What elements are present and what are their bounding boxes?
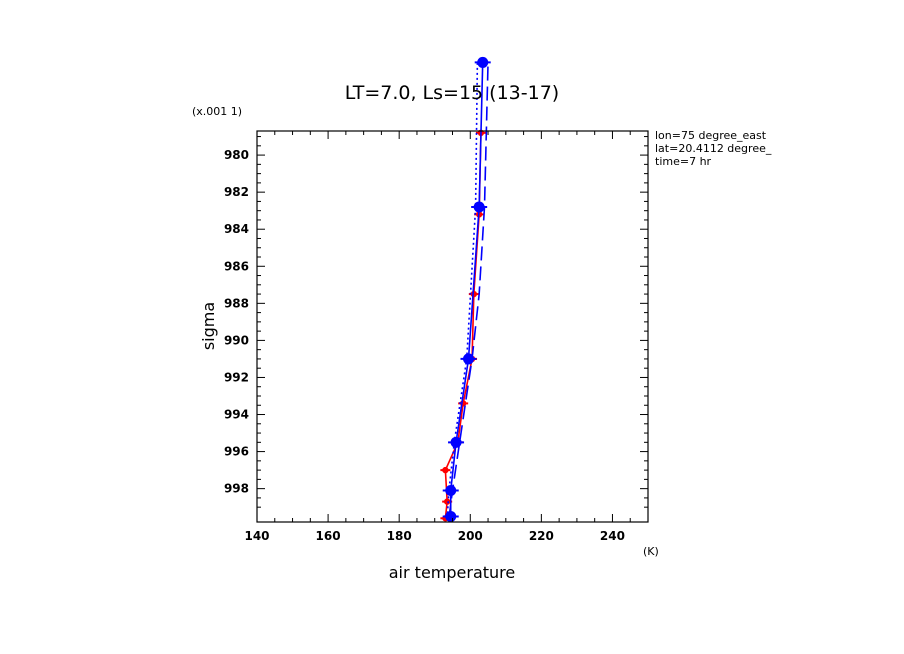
y-axis-label: sigma [199,302,218,350]
series-line-3 [446,62,479,519]
info-line-lon: lon=75 degree_east [655,129,767,142]
ticks-layer: 140 160 180 200 220 240 980 982 984 986 988 990 992 9… [224,131,649,543]
info-line-lat: lat=20.4112 degree_ [655,142,772,155]
y-tick-label: 984 [224,222,249,236]
y-tick-label: 992 [224,370,249,384]
x-tick-label: 180 [387,529,412,543]
y-tick-label: 994 [224,408,249,422]
x-tick-label: 160 [316,529,341,543]
x-tick-label: 200 [458,529,483,543]
y-tick-label: 998 [224,482,249,496]
y-tick-label: 986 [224,259,249,273]
series-line-2 [448,62,489,519]
y-tick-label: 980 [224,148,249,162]
y-scale-note: (x.001 1) [192,105,242,118]
y-tick-label: 990 [224,333,249,347]
y-tick-label: 982 [224,185,249,199]
x-tick-label: 240 [600,529,625,543]
x-unit-label: (K) [643,545,659,558]
x-axis-label: air temperature [389,563,515,582]
chart-title: LT=7.0, Ls=15 (13-17) [345,82,559,104]
y-tick-label: 988 [224,296,249,310]
x-tick-label: 140 [244,529,269,543]
series-line-0 [444,132,482,519]
y-tick-label: 996 [224,445,249,459]
series-layer [440,56,491,522]
info-line-time: time=7 hr [655,155,712,168]
x-tick-label: 220 [529,529,554,543]
